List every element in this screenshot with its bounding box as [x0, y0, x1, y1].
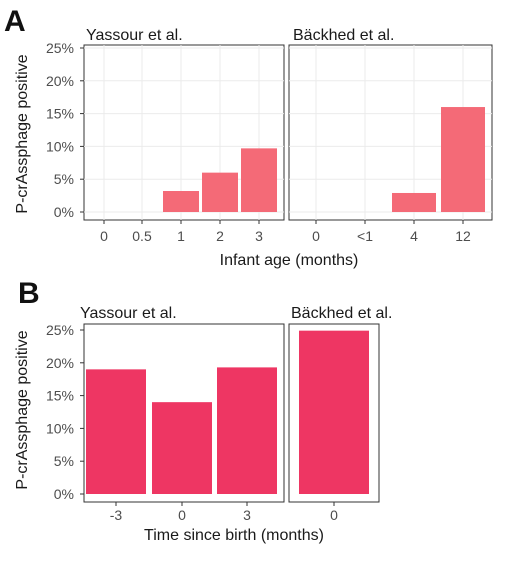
x-tick-label: 3	[255, 228, 263, 244]
y-tick-label: 25%	[46, 40, 74, 56]
panel-b-x-ticks: -3 0 3 0	[110, 502, 338, 523]
panel-b-y-axis-title: P-crAssphage positive	[14, 330, 31, 489]
panel-a-x-ticks: 0 0.5 1 2 3 0 <1 4 12	[100, 220, 471, 244]
y-tick-label: 15%	[46, 388, 74, 404]
x-tick-label: 3	[243, 507, 251, 523]
panel-a-y-axis-title: P-crAssphage positive	[14, 54, 31, 213]
y-tick-label: 15%	[46, 106, 74, 122]
bar	[217, 367, 277, 494]
y-tick-label: 25%	[46, 322, 74, 338]
panel-a-y-gridlines	[84, 45, 492, 220]
bar	[441, 107, 485, 212]
y-tick-label: 10%	[46, 138, 74, 154]
y-tick-label: 20%	[46, 73, 74, 89]
bar	[299, 330, 369, 494]
y-tick-label: 0%	[54, 486, 74, 502]
y-tick-label: 10%	[46, 420, 74, 436]
panel-b: B Yassour et al. Bäckhed et al. P-crAssp…	[14, 277, 392, 544]
y-tick-label: 0%	[54, 204, 74, 220]
x-tick-label: 0.5	[132, 228, 152, 244]
panel-a-x-axis-title: Infant age (months)	[220, 252, 359, 269]
x-tick-label: 1	[177, 228, 185, 244]
panel-b-y-ticks: 0% 5% 10% 15% 20% 25%	[46, 322, 84, 502]
panel-a: A Yassour et al. Bäckhed et al. P-crAssp…	[4, 5, 493, 269]
panel-b-bars	[86, 330, 369, 494]
y-tick-label: 20%	[46, 355, 74, 371]
x-tick-label: <1	[357, 228, 373, 244]
panel-a-bars	[163, 107, 485, 212]
x-tick-label: 0	[178, 507, 186, 523]
x-tick-label: 4	[410, 228, 418, 244]
x-tick-label: 0	[330, 507, 338, 523]
y-tick-label: 5%	[54, 171, 74, 187]
panel-a-label: A	[4, 5, 26, 38]
x-tick-label: 0	[312, 228, 320, 244]
panel-a-y-ticks: 0% 5% 10% 15% 20% 25%	[46, 40, 84, 220]
x-tick-label: 12	[455, 228, 471, 244]
bar	[163, 191, 199, 212]
bar	[86, 369, 146, 494]
x-tick-label: 0	[100, 228, 108, 244]
panel-a-facet-2-title: Bäckhed et al.	[293, 27, 394, 44]
bar	[152, 402, 212, 494]
x-tick-label: -3	[110, 507, 123, 523]
panel-a-frames	[83, 44, 493, 221]
panel-b-facet-1-title: Yassour et al.	[80, 305, 177, 322]
panel-b-facet-2-title: Bäckhed et al.	[291, 305, 392, 322]
y-tick-label: 5%	[54, 453, 74, 469]
bar	[241, 148, 277, 212]
panel-a-facet-1-title: Yassour et al.	[86, 27, 183, 44]
panel-b-label: B	[18, 277, 40, 310]
x-tick-label: 2	[216, 228, 224, 244]
bar	[392, 192, 436, 212]
panel-b-x-axis-title: Time since birth (months)	[144, 527, 324, 544]
bar	[202, 172, 238, 212]
